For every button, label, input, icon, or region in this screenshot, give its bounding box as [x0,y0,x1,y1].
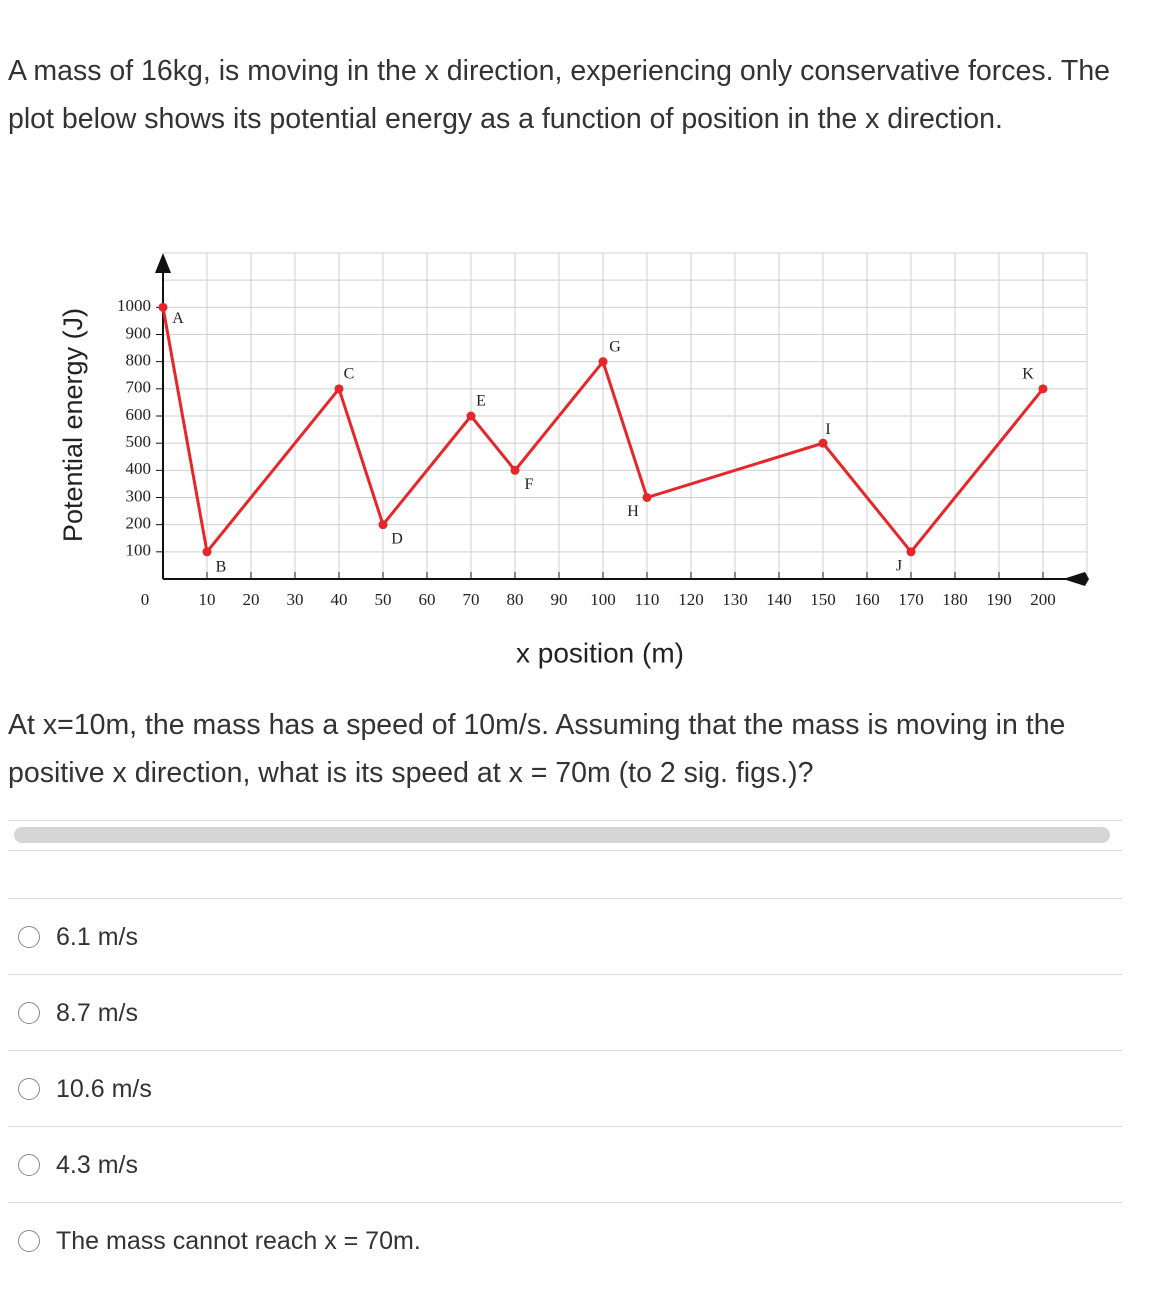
x-tick-label: 180 [942,590,968,609]
data-point [642,493,652,502]
question-prompt: At x=10m, the mass has a speed of 10m/s.… [8,709,1066,789]
x-tick-label: 80 [507,590,524,609]
option-text: The mass cannot reach x = 70m. [56,1226,421,1255]
x-tick-label: 200 [1030,590,1056,609]
point-label: G [609,338,621,355]
data-point [906,547,916,557]
y-tick-label: 1000 [117,296,151,315]
x-axis-label: x position (m) [516,637,684,668]
y-tick-label: 100 [126,541,152,560]
x-tick-label: 130 [722,590,748,609]
y-tick-label: 400 [126,459,152,478]
data-point [158,302,168,312]
radio-button[interactable] [18,926,40,948]
point-label: J [896,558,902,575]
point-label: A [172,310,184,327]
y-tick-label: 700 [126,378,152,397]
answer-option[interactable]: 8.7 m/s [18,998,138,1028]
divider [8,1202,1122,1203]
x-tick-label: 40 [331,590,348,609]
radio-button[interactable] [18,1002,40,1024]
data-point [202,547,212,557]
divider [8,898,1122,899]
y-tick-label: 200 [126,514,152,533]
divider [8,850,1122,851]
divider [8,1126,1122,1127]
data-point [598,357,608,367]
point-label: I [825,421,830,438]
point-label: F [525,476,534,493]
answer-option[interactable]: 6.1 m/s [18,922,138,952]
divider [8,974,1122,975]
x-axis-arrow [1063,572,1089,586]
x-tick-label: 90 [551,590,568,609]
point-label: E [476,393,486,410]
x-tick-label: 150 [810,590,836,609]
x-tick-label: 30 [287,590,304,609]
answer-option[interactable]: 10.6 m/s [18,1074,152,1104]
point-label: C [344,366,355,383]
y-axis-label: Potential energy (J) [58,308,88,542]
point-label: K [1022,366,1034,383]
x-tick-label: 10 [199,590,216,609]
data-point [818,438,828,448]
answer-option[interactable]: 4.3 m/s [18,1150,138,1180]
x-tick-label: 70 [463,590,480,609]
y-tick-label: 900 [126,323,152,342]
option-text: 8.7 m/s [56,998,138,1027]
x-tick-label: 170 [898,590,924,609]
data-point [334,384,344,394]
question-intro: A mass of 16kg, is moving in the x direc… [8,55,1111,135]
divider [8,820,1122,821]
point-label: D [391,530,403,547]
answer-option[interactable]: The mass cannot reach x = 70m. [18,1226,421,1256]
radio-button[interactable] [18,1154,40,1176]
option-text: 10.6 m/s [56,1074,152,1103]
x-tick-label: 110 [635,590,660,609]
x-tick-label: 20 [243,590,260,609]
y-tick-label: 300 [126,486,152,505]
y-tick-label: 600 [126,405,152,424]
x-tick-label: 160 [854,590,880,609]
x-tick-label: 60 [419,590,436,609]
divider [8,1050,1122,1051]
y-axis-arrow [155,253,171,273]
option-text: 4.3 m/s [56,1150,138,1179]
x-tick-label: 0 [141,590,150,609]
data-point [466,411,476,421]
x-tick-label: 100 [590,590,616,609]
option-text: 6.1 m/s [56,922,138,951]
radio-button[interactable] [18,1078,40,1100]
x-tick-label: 120 [678,590,704,609]
data-point [1038,384,1048,394]
x-tick-label: 140 [766,590,792,609]
x-tick-label: 50 [375,590,392,609]
point-label: B [216,559,227,576]
progress-bar [14,827,1110,843]
x-tick-label: 190 [986,590,1012,609]
radio-button[interactable] [18,1230,40,1252]
data-point [510,465,520,475]
point-label: H [627,503,639,520]
chart: x position (m) Potential energy (J) 1002… [58,252,1089,668]
y-tick-label: 500 [126,432,152,451]
data-point [378,520,388,530]
y-tick-label: 800 [126,351,152,370]
